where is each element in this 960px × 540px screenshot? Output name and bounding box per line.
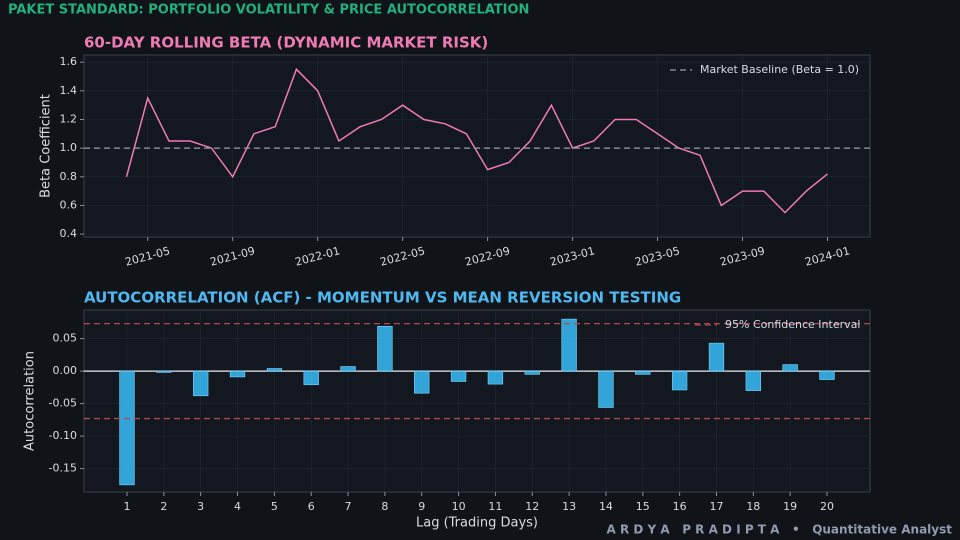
x-tick-label: 13 [562, 500, 576, 513]
x-tick-label: 16 [673, 500, 687, 513]
beta-line [125, 67, 828, 214]
y-tick-label: -0.15 [49, 462, 77, 475]
y-tick-label: 0.00 [53, 364, 78, 377]
acf-bar [377, 325, 393, 372]
acf-bar [782, 364, 798, 372]
chart-title: AUTOCORRELATION (ACF) - MOMENTUM VS MEAN… [84, 289, 681, 307]
legend-label: 95% Confidence Interval [725, 318, 860, 331]
x-tick-label: 3 [197, 500, 204, 513]
acf-bar [598, 370, 614, 408]
x-tick-label: 11 [488, 500, 502, 513]
acf-bar [745, 370, 761, 391]
x-tick-label: 14 [599, 500, 613, 513]
chart-title: 60-DAY ROLLING BETA (DYNAMIC MARKET RISK… [84, 34, 488, 52]
acf-bar [819, 370, 835, 380]
plot-area [83, 54, 871, 238]
x-tick-label: 9 [418, 500, 425, 513]
x-tick-label: 8 [381, 500, 388, 513]
x-tick-label: 12 [525, 500, 539, 513]
acf-bar [524, 370, 540, 375]
x-tick-label: 17 [709, 500, 723, 513]
legend-label: Market Baseline (Beta = 1.0) [700, 63, 859, 76]
acf-bar [414, 370, 430, 394]
acf-bar [708, 342, 725, 372]
x-tick-label: 10 [452, 500, 466, 513]
x-axis-label: Lag (Trading Days) [416, 516, 538, 531]
x-tick-label: 5 [271, 500, 278, 513]
acf-bar [635, 370, 651, 375]
x-tick-label: 18 [746, 500, 760, 513]
y-axis-label: Autocorrelation [23, 351, 38, 451]
acf-bar [266, 368, 283, 372]
y-tick-label: -0.10 [49, 429, 77, 442]
page-title: PAKET STANDARD: PORTFOLIO VOLATILITY & P… [8, 3, 529, 18]
footer: A R D Y A P R A D I P T A • Quantitative… [606, 523, 952, 537]
acf-bar [671, 370, 688, 391]
acf-bar [340, 366, 356, 372]
y-axis-label: Beta Coefficient [39, 94, 54, 198]
acf-bar [193, 370, 209, 397]
acf-bar [119, 370, 135, 486]
y-tick-label: 1.0 [60, 141, 78, 154]
acf-bar [156, 370, 172, 373]
y-tick-label: 1.4 [60, 84, 78, 97]
acf-bar [229, 370, 246, 378]
acf-bar [487, 370, 504, 385]
y-tick-label: 0.4 [60, 227, 78, 240]
acf-bar [303, 370, 319, 386]
x-tick-label: 4 [234, 500, 241, 513]
acf-bar [450, 370, 467, 382]
x-tick-label: 7 [345, 500, 352, 513]
x-tick-label: 19 [783, 500, 797, 513]
x-tick-label: 20 [820, 500, 834, 513]
plot-area [83, 309, 871, 493]
y-tick-label: -0.05 [49, 397, 77, 410]
x-tick-label: 15 [636, 500, 650, 513]
y-tick-label: 1.6 [60, 55, 78, 68]
y-tick-label: 0.8 [60, 170, 78, 183]
x-tick-label: 1 [124, 500, 131, 513]
y-tick-label: 0.6 [60, 198, 78, 211]
x-tick-label: 6 [308, 500, 315, 513]
y-tick-label: 0.05 [53, 332, 78, 345]
acf-bar [561, 318, 577, 372]
x-tick-label: 2 [160, 500, 167, 513]
y-tick-label: 1.2 [60, 112, 78, 125]
